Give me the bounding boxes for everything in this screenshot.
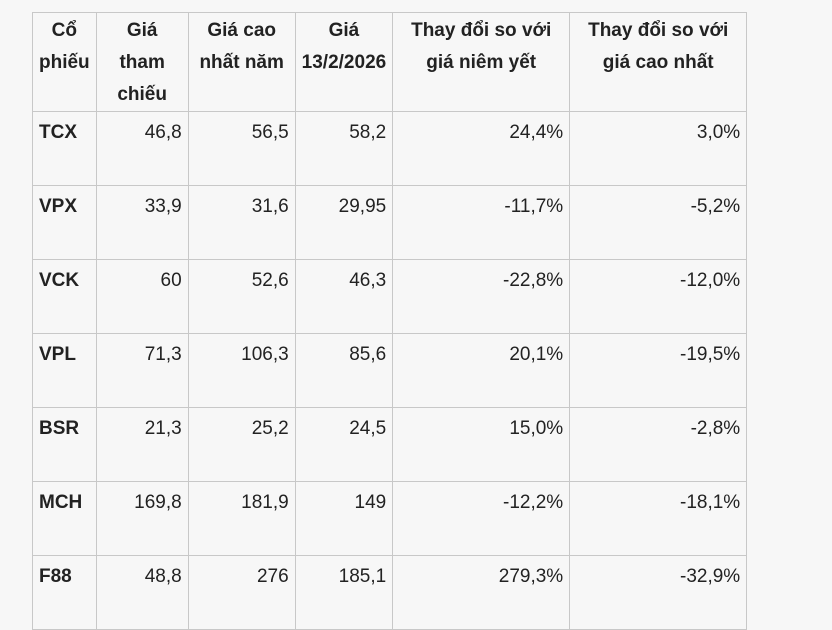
cell-price-date: 46,3 — [294, 259, 394, 334]
cell-year-high: 276 — [187, 555, 296, 630]
cell-change-vs-listing: 279,3% — [392, 555, 571, 630]
cell-change-vs-high: -5,2% — [569, 185, 748, 260]
table-row: F88 48,8 276 185,1 279,3% -32,9% — [32, 555, 748, 630]
stock-table-container: Cổ phiếu Giá tham chiếu Giá cao nhất năm… — [32, 12, 748, 630]
table-row: BSR 21,3 25,2 24,5 15,0% -2,8% — [32, 407, 748, 482]
cell-change-vs-high: 3,0% — [569, 111, 748, 186]
cell-price-date: 185,1 — [294, 555, 394, 630]
header-price-date: Giá 13/2/2026 — [294, 12, 394, 112]
cell-symbol: VPX — [32, 185, 97, 260]
cell-change-vs-high: -19,5% — [569, 333, 748, 408]
header-change-vs-listing: Thay đổi so với giá niêm yết — [392, 12, 571, 112]
header-change-vs-high: Thay đổi so với giá cao nhất — [569, 12, 748, 112]
cell-reference-price: 46,8 — [95, 111, 189, 186]
cell-symbol: MCH — [32, 481, 97, 556]
cell-symbol: F88 — [32, 555, 97, 630]
header-year-high: Giá cao nhất năm — [187, 12, 296, 112]
cell-price-date: 58,2 — [294, 111, 394, 186]
header-stock: Cổ phiếu — [32, 12, 97, 112]
cell-reference-price: 33,9 — [95, 185, 189, 260]
cell-year-high: 56,5 — [187, 111, 296, 186]
cell-price-date: 24,5 — [294, 407, 394, 482]
cell-price-date: 85,6 — [294, 333, 394, 408]
cell-year-high: 181,9 — [187, 481, 296, 556]
cell-year-high: 52,6 — [187, 259, 296, 334]
cell-symbol: BSR — [32, 407, 97, 482]
table-row: MCH 169,8 181,9 149 -12,2% -18,1% — [32, 481, 748, 556]
cell-price-date: 29,95 — [294, 185, 394, 260]
cell-year-high: 106,3 — [187, 333, 296, 408]
cell-year-high: 25,2 — [187, 407, 296, 482]
cell-change-vs-listing: -12,2% — [392, 481, 571, 556]
cell-change-vs-high: -2,8% — [569, 407, 748, 482]
cell-reference-price: 48,8 — [95, 555, 189, 630]
table-row: VPL 71,3 106,3 85,6 20,1% -19,5% — [32, 333, 748, 408]
cell-change-vs-listing: 20,1% — [392, 333, 571, 408]
cell-reference-price: 169,8 — [95, 481, 189, 556]
cell-change-vs-listing: 15,0% — [392, 407, 571, 482]
cell-reference-price: 71,3 — [95, 333, 189, 408]
cell-price-date: 149 — [294, 481, 394, 556]
table-header-row: Cổ phiếu Giá tham chiếu Giá cao nhất năm… — [32, 12, 748, 112]
table-row: VCK 60 52,6 46,3 -22,8% -12,0% — [32, 259, 748, 334]
header-reference-price: Giá tham chiếu — [95, 12, 189, 112]
cell-reference-price: 60 — [95, 259, 189, 334]
stock-comparison-table: Cổ phiếu Giá tham chiếu Giá cao nhất năm… — [32, 12, 748, 630]
table-row: TCX 46,8 56,5 58,2 24,4% 3,0% — [32, 111, 748, 186]
cell-year-high: 31,6 — [187, 185, 296, 260]
cell-change-vs-listing: -11,7% — [392, 185, 571, 260]
cell-symbol: TCX — [32, 111, 97, 186]
cell-change-vs-high: -32,9% — [569, 555, 748, 630]
cell-symbol: VPL — [32, 333, 97, 408]
cell-change-vs-listing: -22,8% — [392, 259, 571, 334]
cell-change-vs-listing: 24,4% — [392, 111, 571, 186]
cell-symbol: VCK — [32, 259, 97, 334]
table-row: VPX 33,9 31,6 29,95 -11,7% -5,2% — [32, 185, 748, 260]
cell-change-vs-high: -18,1% — [569, 481, 748, 556]
cell-change-vs-high: -12,0% — [569, 259, 748, 334]
cell-reference-price: 21,3 — [95, 407, 189, 482]
